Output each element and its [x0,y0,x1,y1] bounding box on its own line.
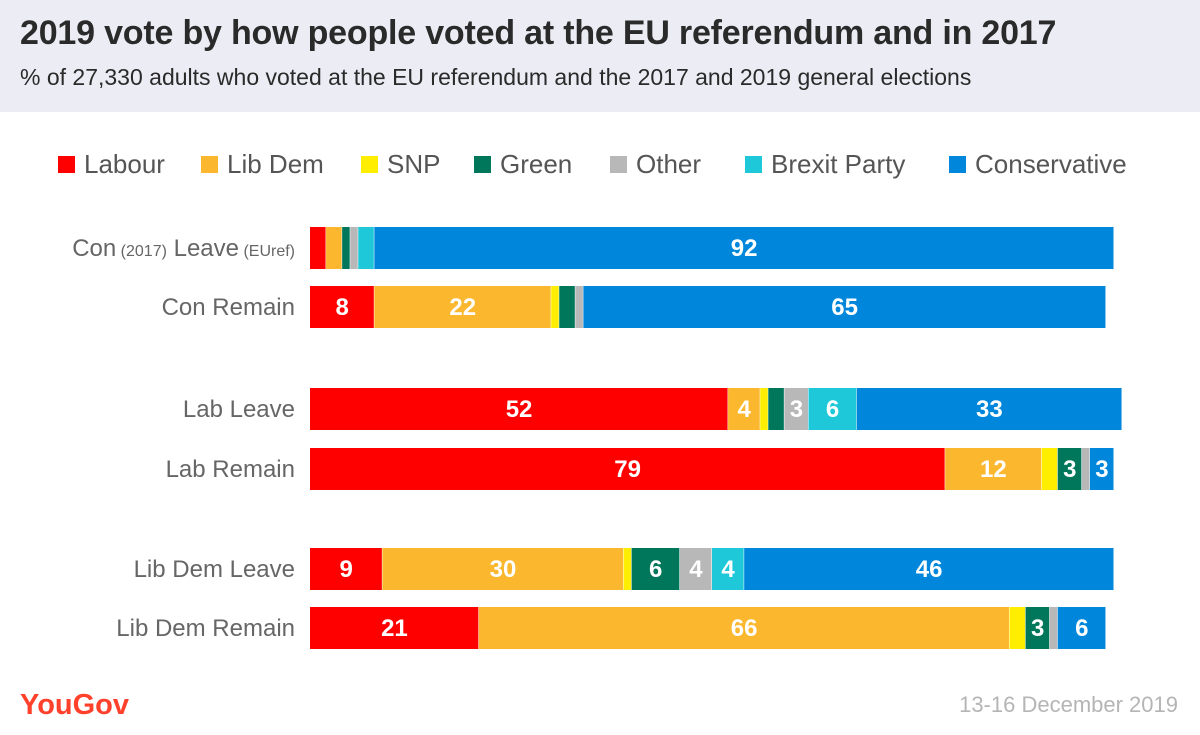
data-label: 6 [649,556,662,583]
legend-item-other: Other [610,146,701,182]
data-label: 6 [826,396,839,423]
row-label: Lib Dem Leave [134,556,295,583]
data-label: 46 [916,556,943,583]
data-label: 30 [490,556,517,583]
bar-segment-green [559,286,576,328]
data-label: 3 [790,396,803,423]
legend-swatch [745,155,762,173]
bar-segment-snp [623,548,632,590]
bar-segment-lib-dem [382,548,624,590]
bar-segment-green [1057,448,1082,490]
bar-segment-green [768,388,785,430]
bar-segment-lib-dem [326,227,343,269]
bar-segment-other [1049,607,1058,649]
legend-item-conservative: Conservative [949,146,1127,182]
row-label: Lab Remain [166,456,295,483]
legend-label: Green [500,148,573,179]
legend-swatch [201,155,218,173]
data-label: 52 [506,396,533,423]
row-label: Lab Leave [183,396,295,423]
bar-segment-brexit-party [358,227,375,269]
data-label: 12 [980,456,1007,483]
logo-text: YouGov [20,689,129,721]
legend-swatch [474,155,491,173]
bar-segment-conservative [856,388,1123,430]
header-band: 2019 vote by how people voted at the EU … [0,0,1200,112]
legend-swatch [949,155,966,173]
data-label: 4 [737,396,751,423]
bar-segment-labour [310,548,383,590]
bar-segment-snp [1009,607,1026,649]
legend-swatch [610,155,627,173]
legend-label: Conservative [975,148,1127,179]
bar-segment-other [575,286,584,328]
row-label: Con (2017) Leave (EUref) [72,235,295,262]
bar-segment-brexit-party [808,388,857,430]
chart-subtitle: % of 27,330 adults who voted at the EU r… [20,64,972,90]
bar-segment-labour [310,286,375,328]
bar-segment-conservative [583,286,1106,328]
bar-segment-conservative [744,548,1114,590]
legend-item-lib-dem: Lib Dem [201,146,324,182]
survey-date: 13-16 December 2019 [959,692,1178,717]
legend-label: Other [636,148,702,179]
row-label: Lib Dem Remain [116,615,295,642]
bar-segment-labour [310,227,327,269]
bar-segment-lib-dem [478,607,1010,649]
data-label: 21 [381,615,408,642]
legend-label: Labour [84,148,165,179]
legend-label: Brexit Party [771,148,906,179]
legend-item-snp: SNP [361,146,440,182]
legend-item-labour: Labour [58,146,165,182]
data-label: 92 [731,235,758,262]
chart-title: 2019 vote by how people voted at the EU … [20,14,1057,52]
legend-label: Lib Dem [227,148,324,179]
yougov-logo: YouGov [20,684,150,729]
bar-segment-conservative [1057,607,1106,649]
bar-segment-lib-dem [728,388,761,430]
bar-segment-other [784,388,809,430]
bar-segment-green [342,227,351,269]
bar-segment-brexit-party [712,548,745,590]
row-label: Con Remain [162,294,295,321]
data-label: 6 [1075,615,1088,642]
bar-segment-snp [760,388,769,430]
bar-segment-green [631,548,680,590]
bar-segment-labour [310,448,946,490]
legend-label: SNP [387,148,441,179]
data-label: 22 [449,294,476,321]
data-label: 3 [1095,456,1108,483]
bar-segment-green [1025,607,1050,649]
legend: Labour Lib Dem SNP Green Other Brexit Party Co… [0,146,1200,182]
legend-item-green: Green [474,146,572,182]
bar-segment-other [679,548,712,590]
bar-segment-labour [310,607,479,649]
data-label: 8 [335,294,348,321]
bar-segment-lib-dem [374,286,552,328]
bar-segment-conservative [1089,448,1114,490]
bar-segment-labour [310,388,729,430]
bar-segment-snp [551,286,560,328]
data-label: 4 [721,556,735,583]
data-label: 66 [731,615,758,642]
data-label: 3 [1063,456,1076,483]
data-label: 9 [340,556,353,583]
bar-segment-snp [1041,448,1058,490]
legend-swatch [58,155,75,173]
data-label: 4 [689,556,703,583]
legend-item-brexit-party: Brexit Party [745,146,905,182]
bar-segment-conservative [374,227,1114,269]
bar-segment-lib-dem [945,448,1042,490]
data-label: 3 [1031,615,1044,642]
data-label: 65 [831,294,858,321]
legend-swatch [361,155,378,173]
bar-segment-other [350,227,359,269]
data-label: 79 [614,456,641,483]
bar-segment-other [1081,448,1090,490]
data-label: 33 [976,396,1003,423]
